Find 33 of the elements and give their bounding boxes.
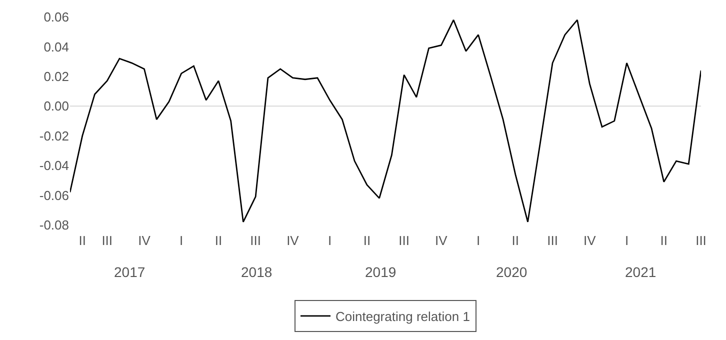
x-tick-label: I <box>476 232 480 248</box>
text: 2019 <box>365 264 396 280</box>
x-tick-label: II <box>512 232 520 248</box>
x-tick-label: I <box>180 232 184 248</box>
y-tick-label: 0.06 <box>44 10 69 25</box>
x-tick-label: III <box>696 232 706 248</box>
x-tick-label: II <box>78 232 86 248</box>
y-tick-label: 0.00 <box>44 98 69 114</box>
y-tick-label: -0.06 <box>39 188 69 203</box>
y-tick-label: 0.02 <box>44 68 69 84</box>
y-tick-label: 0.04 <box>44 39 69 54</box>
x-tick-label: II <box>363 232 371 248</box>
x-tick-label: III <box>250 232 262 248</box>
line-series <box>70 19 701 223</box>
x-tick-label: IV <box>286 232 300 248</box>
text: 2018 <box>241 264 272 280</box>
y-tick-label: -0.08 <box>39 217 69 232</box>
y-tick-label: -0.02 <box>39 128 69 144</box>
x-tick-label: II <box>660 232 668 248</box>
y-tick-label: -0.04 <box>39 158 69 174</box>
text: 2020 <box>496 264 528 280</box>
x-tick-label: IV <box>584 232 596 248</box>
x-tick-label: I <box>328 232 332 248</box>
x-tick-label: IV <box>138 232 151 248</box>
x-tick-label: II <box>214 232 222 248</box>
legend-label: Cointegrating relation 1 <box>336 309 470 324</box>
x-tick-label: III <box>398 232 410 248</box>
x-tick-label: III <box>547 232 558 248</box>
x-tick-label: III <box>102 232 113 248</box>
text: 2017 <box>114 264 146 280</box>
x-tick-label: IV <box>435 232 448 248</box>
x-tick-label: I <box>624 232 629 248</box>
text: 2021 <box>625 264 656 280</box>
